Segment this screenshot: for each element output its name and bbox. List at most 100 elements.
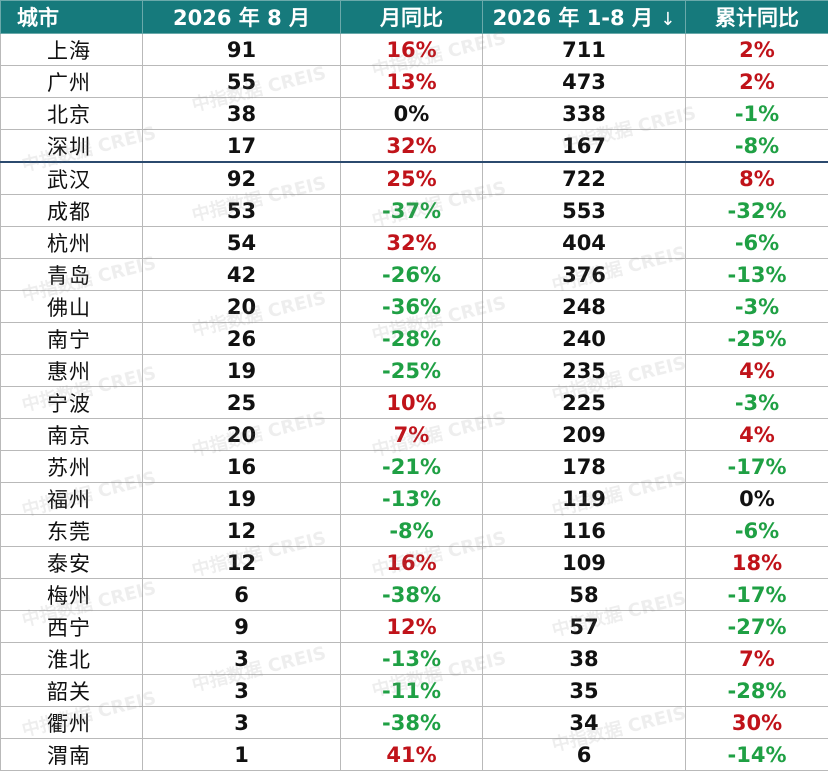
header-ytd-yoy: 累计同比 <box>685 0 828 34</box>
ytd-yoy-cell: -14% <box>685 738 828 771</box>
mom-cell: 25% <box>340 161 483 195</box>
ytd-yoy-cell: 4% <box>685 354 828 387</box>
ytd-yoy-cell: -28% <box>685 674 828 707</box>
month-value-cell: 54 <box>142 226 341 259</box>
city-cell: 泰安 <box>0 546 143 579</box>
month-value-cell: 25 <box>142 386 341 419</box>
table-row: 深圳 17 32% 167 -8% <box>0 129 828 163</box>
city-cell: 成都 <box>0 194 143 227</box>
ytd-yoy-cell: -17% <box>685 578 828 611</box>
ytd-value-cell: 240 <box>482 322 686 355</box>
ytd-value-cell: 116 <box>482 514 686 547</box>
city-cell: 杭州 <box>0 226 143 259</box>
ytd-value-cell: 235 <box>482 354 686 387</box>
ytd-value-cell: 178 <box>482 450 686 483</box>
city-cell: 惠州 <box>0 354 143 387</box>
header-ytd[interactable]: 2026 年 1-8 月 ↓ <box>482 0 686 34</box>
month-value-cell: 20 <box>142 290 341 323</box>
ytd-value-cell: 38 <box>482 642 686 675</box>
mom-cell: 41% <box>340 738 483 771</box>
ytd-value-cell: 404 <box>482 226 686 259</box>
mom-cell: 10% <box>340 386 483 419</box>
table-row: 武汉 92 25% 722 8% <box>0 161 828 195</box>
city-cell: 南京 <box>0 418 143 451</box>
mom-cell: -25% <box>340 354 483 387</box>
month-value-cell: 3 <box>142 674 341 707</box>
city-cell: 福州 <box>0 482 143 515</box>
month-value-cell: 3 <box>142 642 341 675</box>
table-row: 北京 38 0% 338 -1% <box>0 97 828 130</box>
month-value-cell: 92 <box>142 161 341 195</box>
month-value-cell: 3 <box>142 706 341 739</box>
city-cell: 南宁 <box>0 322 143 355</box>
ytd-value-cell: 109 <box>482 546 686 579</box>
city-cell: 淮北 <box>0 642 143 675</box>
table-row: 南京 20 7% 209 4% <box>0 418 828 451</box>
mom-cell: -11% <box>340 674 483 707</box>
header-mom: 月同比 <box>340 0 483 34</box>
mom-cell: -26% <box>340 258 483 291</box>
month-value-cell: 55 <box>142 65 341 98</box>
ytd-yoy-cell: -3% <box>685 290 828 323</box>
ytd-value-cell: 473 <box>482 65 686 98</box>
table-row: 衢州 3 -38% 34 30% <box>0 706 828 739</box>
ytd-yoy-cell: -25% <box>685 322 828 355</box>
mom-cell: 16% <box>340 33 483 66</box>
mom-cell: -13% <box>340 482 483 515</box>
table-row: 上海 91 16% 711 2% <box>0 33 828 66</box>
ytd-yoy-cell: -27% <box>685 610 828 643</box>
ytd-yoy-cell: -8% <box>685 129 828 163</box>
mom-cell: 12% <box>340 610 483 643</box>
month-value-cell: 53 <box>142 194 341 227</box>
city-cell: 上海 <box>0 33 143 66</box>
month-value-cell: 16 <box>142 450 341 483</box>
month-value-cell: 12 <box>142 514 341 547</box>
month-value-cell: 6 <box>142 578 341 611</box>
month-value-cell: 42 <box>142 258 341 291</box>
sort-down-icon[interactable]: ↓ <box>660 9 676 30</box>
ytd-value-cell: 167 <box>482 129 686 163</box>
city-cell: 渭南 <box>0 738 143 771</box>
table-row: 杭州 54 32% 404 -6% <box>0 226 828 259</box>
table-row: 东莞 12 -8% 116 -6% <box>0 514 828 547</box>
city-cell: 宁波 <box>0 386 143 419</box>
mom-cell: 7% <box>340 418 483 451</box>
mom-cell: 0% <box>340 97 483 130</box>
ytd-yoy-cell: -6% <box>685 514 828 547</box>
ytd-value-cell: 57 <box>482 610 686 643</box>
ytd-yoy-cell: 0% <box>685 482 828 515</box>
header-city: 城市 <box>0 0 143 34</box>
mom-cell: -38% <box>340 578 483 611</box>
table-row: 青岛 42 -26% 376 -13% <box>0 258 828 291</box>
city-cell: 青岛 <box>0 258 143 291</box>
table-row: 淮北 3 -13% 38 7% <box>0 642 828 675</box>
ytd-yoy-cell: 4% <box>685 418 828 451</box>
ytd-value-cell: 119 <box>482 482 686 515</box>
ytd-value-cell: 248 <box>482 290 686 323</box>
mom-cell: -8% <box>340 514 483 547</box>
mom-cell: 13% <box>340 65 483 98</box>
table-row: 福州 19 -13% 119 0% <box>0 482 828 515</box>
table-row: 泰安 12 16% 109 18% <box>0 546 828 579</box>
table-row: 梅州 6 -38% 58 -17% <box>0 578 828 611</box>
month-value-cell: 12 <box>142 546 341 579</box>
table-row: 渭南 1 41% 6 -14% <box>0 738 828 771</box>
ytd-yoy-cell: 2% <box>685 65 828 98</box>
table-row: 佛山 20 -36% 248 -3% <box>0 290 828 323</box>
city-cell: 衢州 <box>0 706 143 739</box>
table-row: 韶关 3 -11% 35 -28% <box>0 674 828 707</box>
ytd-yoy-cell: 2% <box>685 33 828 66</box>
ytd-yoy-cell: -1% <box>685 97 828 130</box>
month-value-cell: 19 <box>142 482 341 515</box>
ytd-yoy-cell: 18% <box>685 546 828 579</box>
month-value-cell: 9 <box>142 610 341 643</box>
table-row: 苏州 16 -21% 178 -17% <box>0 450 828 483</box>
ytd-yoy-cell: -17% <box>685 450 828 483</box>
city-cell: 东莞 <box>0 514 143 547</box>
month-value-cell: 20 <box>142 418 341 451</box>
city-cell: 深圳 <box>0 129 143 163</box>
ytd-value-cell: 209 <box>482 418 686 451</box>
city-cell: 苏州 <box>0 450 143 483</box>
city-cell: 广州 <box>0 65 143 98</box>
